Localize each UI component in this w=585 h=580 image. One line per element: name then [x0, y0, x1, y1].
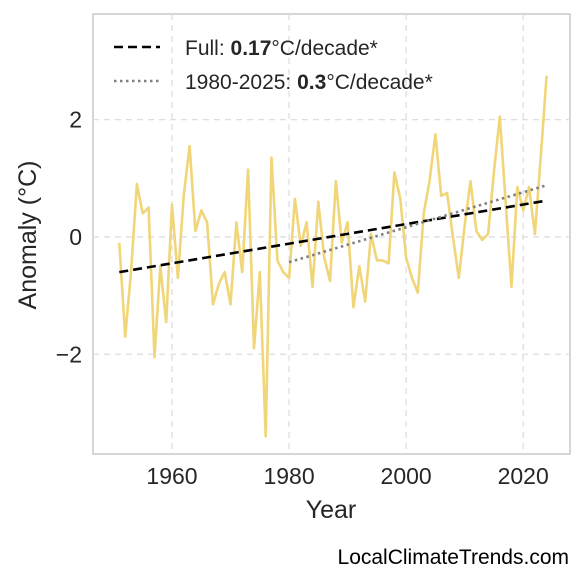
grid [93, 14, 570, 454]
y-tick-label: −2 [56, 341, 82, 367]
tick-labels: 1960 1980 2000 2020 −2 0 2 [56, 107, 549, 489]
legend-full-suffix: °C/decade* [271, 37, 377, 60]
legend-recent-prefix: 1980-2025: [185, 71, 297, 94]
y-tick-label: 2 [69, 107, 82, 133]
site-credit: LocalClimateTrends.com [337, 546, 569, 569]
y-axis-title: Anomaly (°C) [14, 161, 42, 310]
recent-trend-line [288, 184, 547, 264]
x-tick-label: 1980 [263, 463, 314, 489]
x-tick-label: 2000 [381, 463, 432, 489]
x-tick-label: 1960 [146, 463, 197, 489]
legend: Full: 0.17°C/decade* 1980-2025: 0.3°C/de… [114, 37, 433, 94]
series-layer [118, 75, 548, 438]
full-trend-line [119, 199, 547, 274]
x-tick-label: 2020 [498, 463, 549, 489]
legend-recent-label: 1980-2025: 0.3°C/decade* [185, 71, 433, 94]
anomaly-line [118, 75, 548, 438]
x-axis-title: Year [306, 496, 357, 524]
legend-full-label: Full: 0.17°C/decade* [185, 37, 378, 60]
legend-full-value: 0.17 [231, 37, 272, 60]
y-tick-label: 0 [69, 224, 82, 250]
legend-recent-value: 0.3 [297, 71, 326, 94]
legend-full-prefix: Full: [185, 37, 231, 60]
legend-recent-suffix: °C/decade* [326, 71, 432, 94]
